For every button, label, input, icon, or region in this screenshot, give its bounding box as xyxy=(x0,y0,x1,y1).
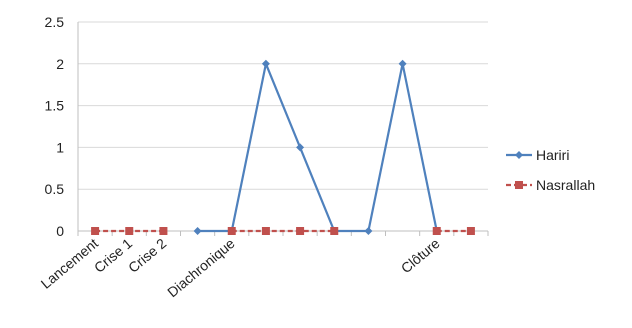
x-category-label: Crise 1 xyxy=(91,235,135,276)
data-point xyxy=(466,227,475,235)
data-point xyxy=(261,59,270,68)
x-category-label: Crise 2 xyxy=(125,235,169,276)
series-line xyxy=(197,60,438,233)
legend-item: Nasrallah xyxy=(506,177,595,193)
y-tick-label: 2.5 xyxy=(45,14,65,30)
data-point xyxy=(193,227,202,235)
data-point xyxy=(330,227,339,235)
legend-marker xyxy=(515,181,523,189)
data-point xyxy=(261,227,270,235)
x-category-label: Clôture xyxy=(398,235,443,276)
y-axis: 0 0.5 1 1.5 2 2.5 xyxy=(45,14,79,239)
data-point xyxy=(125,227,134,235)
data-point xyxy=(296,143,305,152)
legend-item: Hariri xyxy=(506,147,569,163)
legend-label: Hariri xyxy=(536,147,569,163)
series-layer xyxy=(91,59,475,235)
series-0 xyxy=(193,59,441,235)
x-category-label: Diachronique xyxy=(164,235,238,300)
data-point xyxy=(364,227,373,235)
data-point xyxy=(227,227,236,235)
y-tick-label: 1.5 xyxy=(45,98,65,114)
y-tick-label: 1 xyxy=(56,139,64,155)
data-point xyxy=(432,227,441,235)
legend: Hariri Nasrallah xyxy=(506,147,595,193)
y-tick-label: 0 xyxy=(56,223,64,239)
data-point xyxy=(159,227,168,235)
legend-marker xyxy=(515,151,523,159)
series-1 xyxy=(91,227,475,235)
y-tick-label: 2 xyxy=(56,56,64,72)
y-tick-label: 0.5 xyxy=(45,181,65,197)
data-point xyxy=(296,227,305,235)
data-point xyxy=(398,59,407,68)
data-point xyxy=(91,227,100,235)
legend-label: Nasrallah xyxy=(536,177,595,193)
gridlines xyxy=(78,21,488,232)
